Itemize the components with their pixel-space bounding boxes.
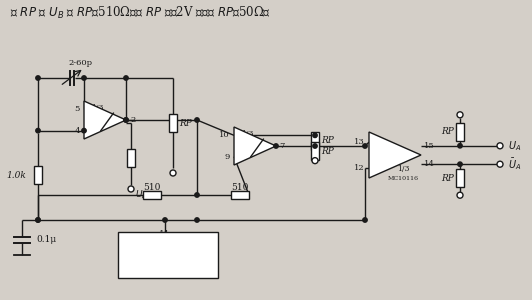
Text: RP: RP	[441, 127, 454, 136]
Text: MC10116: MC10116	[85, 113, 115, 119]
Text: 当 $RP$ 接 $U_B$ 时 $RP$＝510Ω；当 $RP$ 接＋2V 电源时 $RP$＝50Ω。: 当 $RP$ 接 $U_B$ 时 $RP$＝510Ω；当 $RP$ 接＋2V 电…	[10, 5, 271, 21]
Text: RP: RP	[179, 118, 192, 127]
Circle shape	[36, 218, 40, 222]
Bar	[311, 142, 319, 160]
Text: 13: 13	[354, 138, 365, 146]
Circle shape	[457, 192, 463, 198]
Polygon shape	[84, 101, 126, 139]
Text: 12: 12	[354, 164, 365, 172]
Circle shape	[195, 118, 199, 122]
Text: 0.1μ: 0.1μ	[36, 236, 56, 244]
Circle shape	[82, 128, 86, 133]
Circle shape	[363, 144, 367, 148]
Bar	[118, 232, 218, 278]
Circle shape	[458, 162, 462, 166]
Bar	[231, 191, 249, 199]
Text: $U_A$: $U_A$	[508, 139, 521, 153]
Bar	[143, 191, 161, 199]
Bar	[456, 123, 464, 141]
Circle shape	[497, 143, 503, 149]
Circle shape	[497, 161, 503, 167]
Text: $U_B$: $U_B$	[135, 189, 147, 201]
Circle shape	[195, 218, 199, 222]
Text: 2-60p: 2-60p	[68, 59, 92, 67]
Text: 15: 15	[424, 142, 435, 150]
Circle shape	[313, 133, 317, 138]
Polygon shape	[234, 127, 276, 165]
Bar	[456, 169, 464, 187]
Circle shape	[170, 170, 176, 176]
Circle shape	[124, 76, 128, 80]
Text: 510: 510	[231, 182, 248, 191]
Text: MC10116: MC10116	[235, 140, 265, 145]
Text: MC10116: MC10116	[387, 176, 419, 181]
Circle shape	[36, 76, 40, 80]
Text: 4: 4	[74, 127, 80, 135]
Text: 7: 7	[279, 142, 285, 150]
Text: 5: 5	[74, 105, 80, 113]
Text: RP: RP	[321, 136, 334, 145]
Circle shape	[163, 218, 167, 222]
Polygon shape	[369, 132, 421, 178]
Bar	[169, 114, 177, 132]
Text: 2: 2	[130, 116, 135, 124]
Circle shape	[36, 128, 40, 133]
Text: 510: 510	[143, 182, 161, 191]
Text: 9: 9	[225, 153, 230, 160]
Circle shape	[313, 144, 317, 148]
Text: $\bar{U}_A$: $\bar{U}_A$	[508, 156, 521, 172]
Text: 11: 11	[159, 230, 171, 239]
Circle shape	[458, 144, 462, 148]
Bar	[311, 132, 319, 150]
Circle shape	[124, 118, 128, 122]
Circle shape	[124, 118, 128, 122]
Circle shape	[363, 218, 367, 222]
Circle shape	[274, 144, 278, 148]
Text: 1/3: 1/3	[91, 104, 103, 112]
Circle shape	[195, 193, 199, 197]
Circle shape	[128, 186, 134, 192]
Text: 3: 3	[101, 122, 106, 130]
Text: 1/3: 1/3	[241, 130, 253, 138]
Text: RP: RP	[441, 174, 454, 183]
Text: 1/3: 1/3	[397, 165, 409, 173]
Circle shape	[36, 218, 40, 222]
Text: 10: 10	[219, 131, 230, 140]
Circle shape	[457, 112, 463, 118]
Text: MC10116: MC10116	[140, 250, 196, 260]
Bar	[34, 166, 42, 184]
Bar	[127, 148, 135, 166]
Circle shape	[82, 76, 86, 80]
Text: 14: 14	[424, 160, 435, 168]
Circle shape	[312, 158, 318, 164]
Text: RP: RP	[321, 147, 334, 156]
Text: 1.0k: 1.0k	[6, 171, 26, 180]
